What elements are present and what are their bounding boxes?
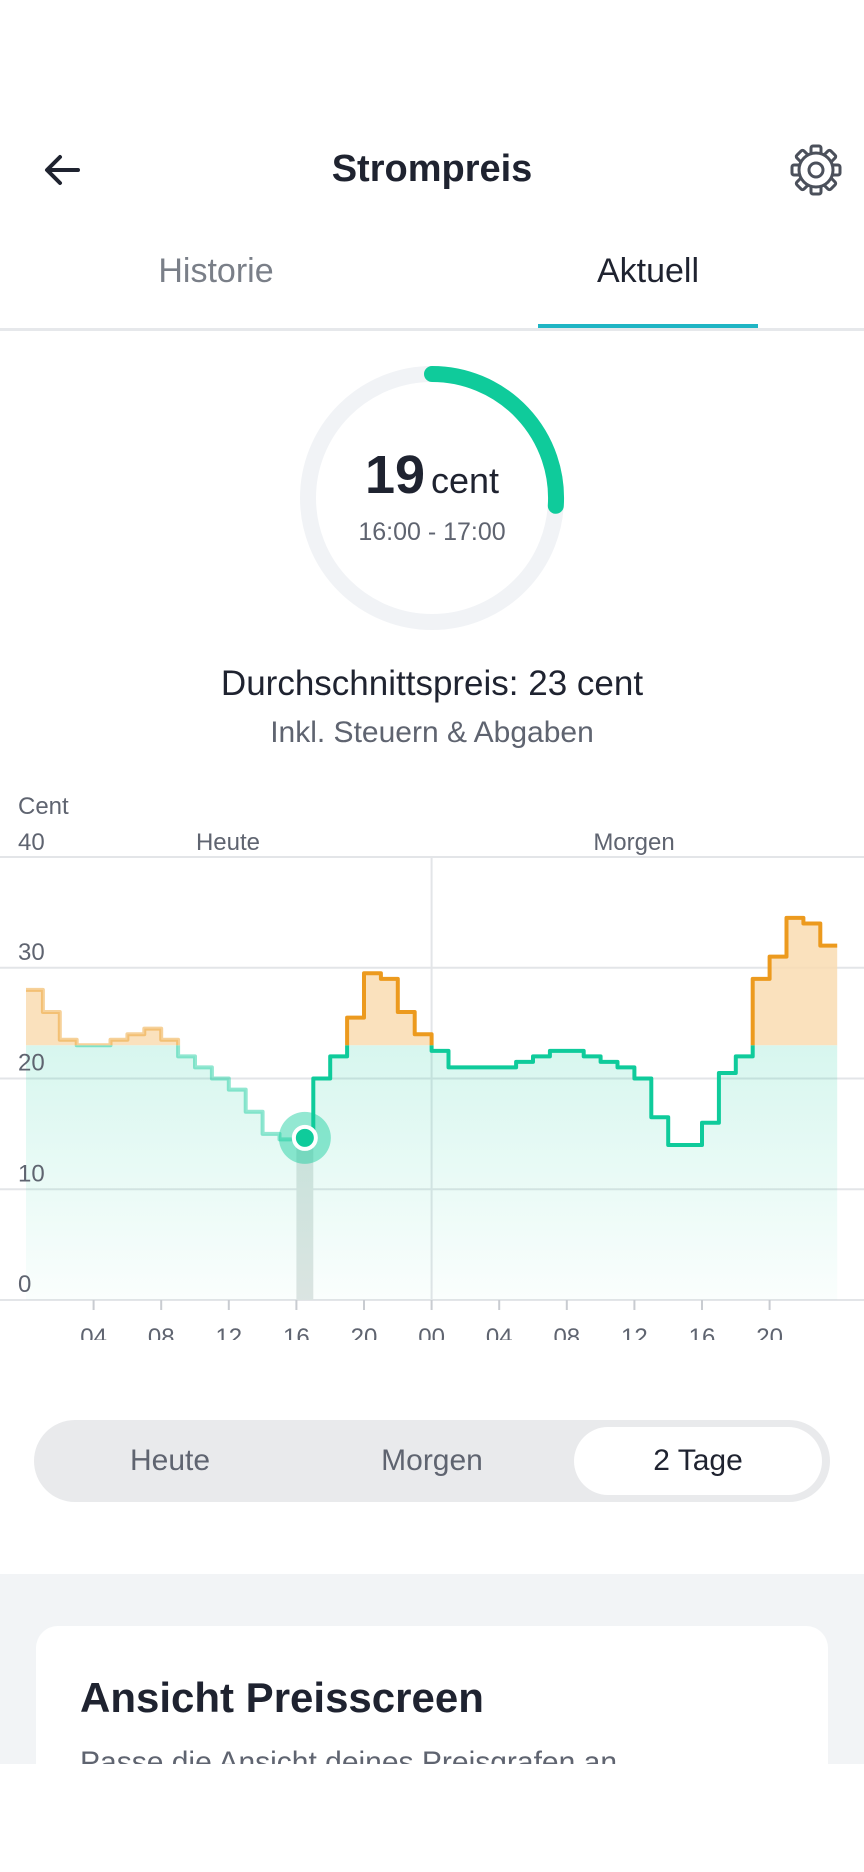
x-tick-label: 04 [486,1324,513,1340]
gauge-arc [424,366,565,514]
x-tick-label: 16 [689,1324,716,1340]
x-tick-label: 12 [621,1324,648,1340]
active-tab-indicator [538,324,758,328]
series-line-past [26,987,297,1142]
x-tick-label: 20 [351,1324,378,1340]
app-header: Strompreis [0,130,864,210]
x-tick-label: 00 [418,1324,445,1340]
settings-button[interactable] [788,142,844,198]
y-axis-label: Cent [18,793,69,820]
settings-section: Ansicht Preisscreen Passe die Ansicht de… [0,1574,864,1826]
current-time-range: 16:00 - 17:00 [358,518,506,546]
arrow-left-icon [45,155,80,185]
y-tick-label: 40 [18,829,45,856]
area-fill-low [26,1045,838,1300]
tab-aktuell[interactable]: Aktuell [596,252,700,290]
x-tick-label: 16 [283,1324,310,1340]
x-tick-label: 08 [148,1324,175,1340]
x-tick-label: 04 [80,1324,107,1340]
price-screen-card[interactable]: Ansicht Preisscreen Passe die Ansicht de… [36,1626,828,1826]
gear-icon [790,144,842,196]
current-price-value: 19 [364,445,426,505]
series-line-future-low [296,1045,755,1147]
price-chart[interactable]: Cent 40 30 20 10 0 Heute Morgen 04 08 12 16 20 00 04 08… [0,780,864,1340]
current-price-unit: cent [431,460,500,501]
series-line-past-high [26,987,181,1046]
area-fill-high [26,917,838,1046]
back-button[interactable] [36,144,88,196]
y-tick-label: 0 [18,1271,31,1298]
current-price: 19 cent [292,444,572,506]
segment-heute[interactable]: Heute [129,1444,211,1477]
series-line-future [296,915,838,1147]
x-tick-label: 08 [553,1324,580,1340]
bottom-area [0,1764,864,1872]
tab-bar: Historie Aktuell [0,232,864,331]
tax-note: Inkl. Steuern & Abgaben [270,716,594,749]
current-marker [291,1124,318,1151]
x-tick-label: 12 [215,1324,242,1340]
card-title: Ansicht Preisscreen [80,1674,484,1721]
y-tick-label: 20 [18,1050,45,1077]
segment-2-tage[interactable]: 2 Tage [574,1427,822,1495]
y-tick-label: 30 [18,939,45,966]
series-line-future-high [345,915,838,1046]
day-label-heute: Heute [196,829,260,856]
y-tick-label: 10 [18,1160,45,1187]
page-title: Strompreis [331,148,533,190]
tab-historie[interactable]: Historie [158,252,274,290]
segment-morgen[interactable]: Morgen [381,1444,483,1477]
average-price: Durchschnittspreis: 23 cent [220,664,644,703]
x-tick-label: 20 [756,1324,783,1340]
day-label-morgen: Morgen [593,829,674,856]
range-segmented-control: Heute Morgen 2 Tage [34,1420,830,1502]
price-gauge: 19 cent 16:00 - 17:00 [292,358,572,638]
